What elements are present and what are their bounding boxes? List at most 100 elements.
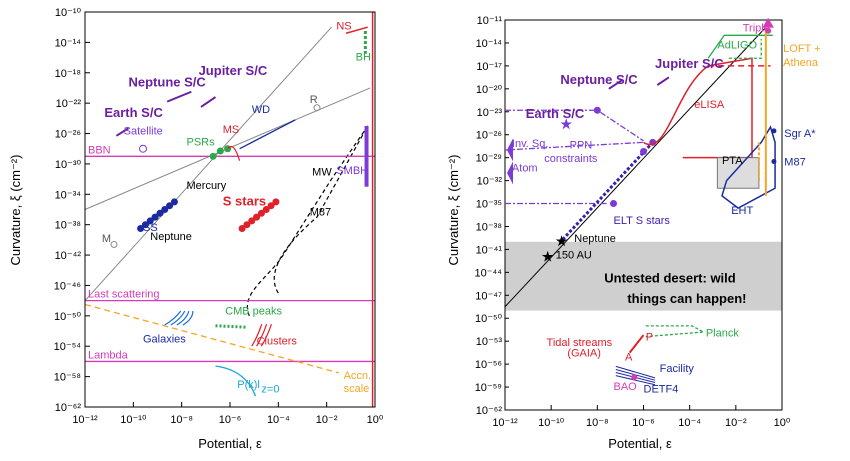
annotation-label: z=0 <box>261 384 279 396</box>
data-point <box>161 206 169 213</box>
data-point <box>248 217 256 225</box>
annotation-label: MS <box>223 124 240 136</box>
data-point <box>209 152 217 160</box>
annotation-label: Neptune <box>150 231 192 243</box>
jupiter-sc-mark <box>656 76 670 86</box>
annotation-label: Atom <box>512 162 538 174</box>
data-point <box>238 224 246 232</box>
m-mark <box>110 240 118 248</box>
annotation-label: Jupiter S/C <box>655 56 724 71</box>
adligo-curve <box>707 34 773 59</box>
annotation-label: MW <box>312 166 332 178</box>
planck-region <box>645 325 706 338</box>
annotation-label: (GAIA) <box>567 347 601 359</box>
ms-curve <box>227 145 241 161</box>
y-tick-label: 10⁻³⁵ <box>476 199 502 211</box>
y-tick-label: 10⁻³² <box>477 176 503 188</box>
eht-contour <box>721 125 776 210</box>
y-tick-label: 10⁻⁵³ <box>476 336 503 348</box>
x-tick-label: 10⁻² <box>316 414 338 426</box>
annotation-label: Neptune S/C <box>129 74 207 89</box>
x-tick-label: 10⁻² <box>725 417 747 429</box>
annotation-label: Satellite <box>124 125 163 137</box>
annotation-label: SMBH <box>336 165 368 177</box>
m87-point <box>771 158 777 164</box>
annotation-label: Neptune S/C <box>560 72 638 87</box>
diagonal-line <box>84 26 332 301</box>
x-tick-label: 10⁻⁶ <box>632 417 655 429</box>
annotation-label: Mercury <box>187 180 227 192</box>
data-point <box>166 202 174 210</box>
x-tick-label: 10⁰ <box>774 417 791 429</box>
star-marker: ★ <box>556 233 568 248</box>
x-tick-label: 10⁰ <box>367 414 384 426</box>
annotation-label: WD <box>252 104 270 116</box>
annotation-label: Inv. Sq. <box>512 138 548 150</box>
annotation-label: M87 <box>784 156 805 168</box>
wd-line <box>239 119 296 150</box>
annotation-label: CMB peaks <box>225 305 282 317</box>
inv-sq-line <box>504 141 644 151</box>
y-tick-label: 10⁻⁵⁰ <box>475 313 503 325</box>
annotation-label: Sgr A* <box>784 128 816 140</box>
cluster-curve <box>256 324 268 347</box>
annotation-label: Earth S/C <box>104 105 163 120</box>
x-axis-label: Potential, ε <box>198 436 262 451</box>
y-tick-label: 10⁻³⁴ <box>55 189 82 201</box>
bao-point <box>631 374 638 381</box>
y-tick-label: 10⁻¹⁴ <box>476 38 503 50</box>
earth-sc-mark <box>115 127 130 137</box>
ns-mark <box>345 26 368 34</box>
galaxy-curve <box>170 310 186 326</box>
adligo-dashed <box>728 39 762 59</box>
annotation-label: Triple <box>743 22 770 34</box>
satellite-mark <box>139 144 147 153</box>
y-tick-label: 10⁻⁵⁴ <box>54 341 82 353</box>
y-tick-label: 10⁻⁶² <box>476 405 503 417</box>
y-tick-label: 10⁻⁵⁸ <box>54 372 81 384</box>
data-point <box>640 148 647 156</box>
neptune-sc-mark <box>608 78 624 90</box>
x-tick-label: 10⁻¹⁰ <box>120 414 147 426</box>
elt-s-stars-line <box>561 141 654 241</box>
y-tick-label: 10⁻¹¹ <box>477 15 503 27</box>
untested-desert-band <box>505 241 782 311</box>
y-tick-label: 10⁻²⁹ <box>476 153 502 165</box>
annotation-label: BH <box>356 52 371 64</box>
y-axis-label: Curvature, ξ (cm⁻²) <box>8 155 23 266</box>
y-tick-label: 10⁻⁴⁴ <box>475 267 503 279</box>
data-point <box>253 213 261 221</box>
y-tick-label: 10⁻¹⁸ <box>55 68 81 80</box>
data-point <box>593 106 601 114</box>
star-marker: ★ <box>542 249 554 264</box>
desert-label: Untested desert: wild <box>604 270 736 285</box>
x-tick-label: 10⁻¹² <box>72 414 98 426</box>
triple-point <box>765 27 772 34</box>
data-point <box>272 198 280 206</box>
annotation-label: LOFT + <box>783 43 820 55</box>
arrow-marker <box>507 138 513 162</box>
y-tick-label: 10⁻¹⁴ <box>55 37 82 49</box>
annotation-label: BAO <box>613 381 637 393</box>
data-point <box>137 224 145 232</box>
annotation-label: Tidal streams <box>547 337 613 349</box>
desert-label: things can happen! <box>627 291 746 306</box>
annotation-label: DETF4 <box>644 383 679 395</box>
data-point <box>156 209 164 217</box>
annotation-label: eLISA <box>694 99 725 111</box>
annotation-label: PTA <box>722 155 743 167</box>
annotation-label: Jupiter S/C <box>199 63 268 78</box>
data-point <box>609 200 617 208</box>
data-point <box>267 202 275 210</box>
ppn-star: ★ <box>560 117 572 132</box>
y-tick-label: 10⁻²³ <box>477 107 503 119</box>
annotation-label: Athena <box>783 57 819 69</box>
data-point <box>216 147 224 155</box>
y-tick-label: 10⁻⁴⁶ <box>54 280 81 292</box>
x-tick-label: 10⁻⁶ <box>219 414 242 426</box>
x-tick-label: 10⁻¹² <box>492 417 518 429</box>
y-tick-label: 10⁻²⁰ <box>476 84 503 96</box>
y-tick-label: 10⁻⁴⁷ <box>475 290 502 302</box>
data-point <box>243 221 251 229</box>
annotation-label: P <box>646 331 653 343</box>
